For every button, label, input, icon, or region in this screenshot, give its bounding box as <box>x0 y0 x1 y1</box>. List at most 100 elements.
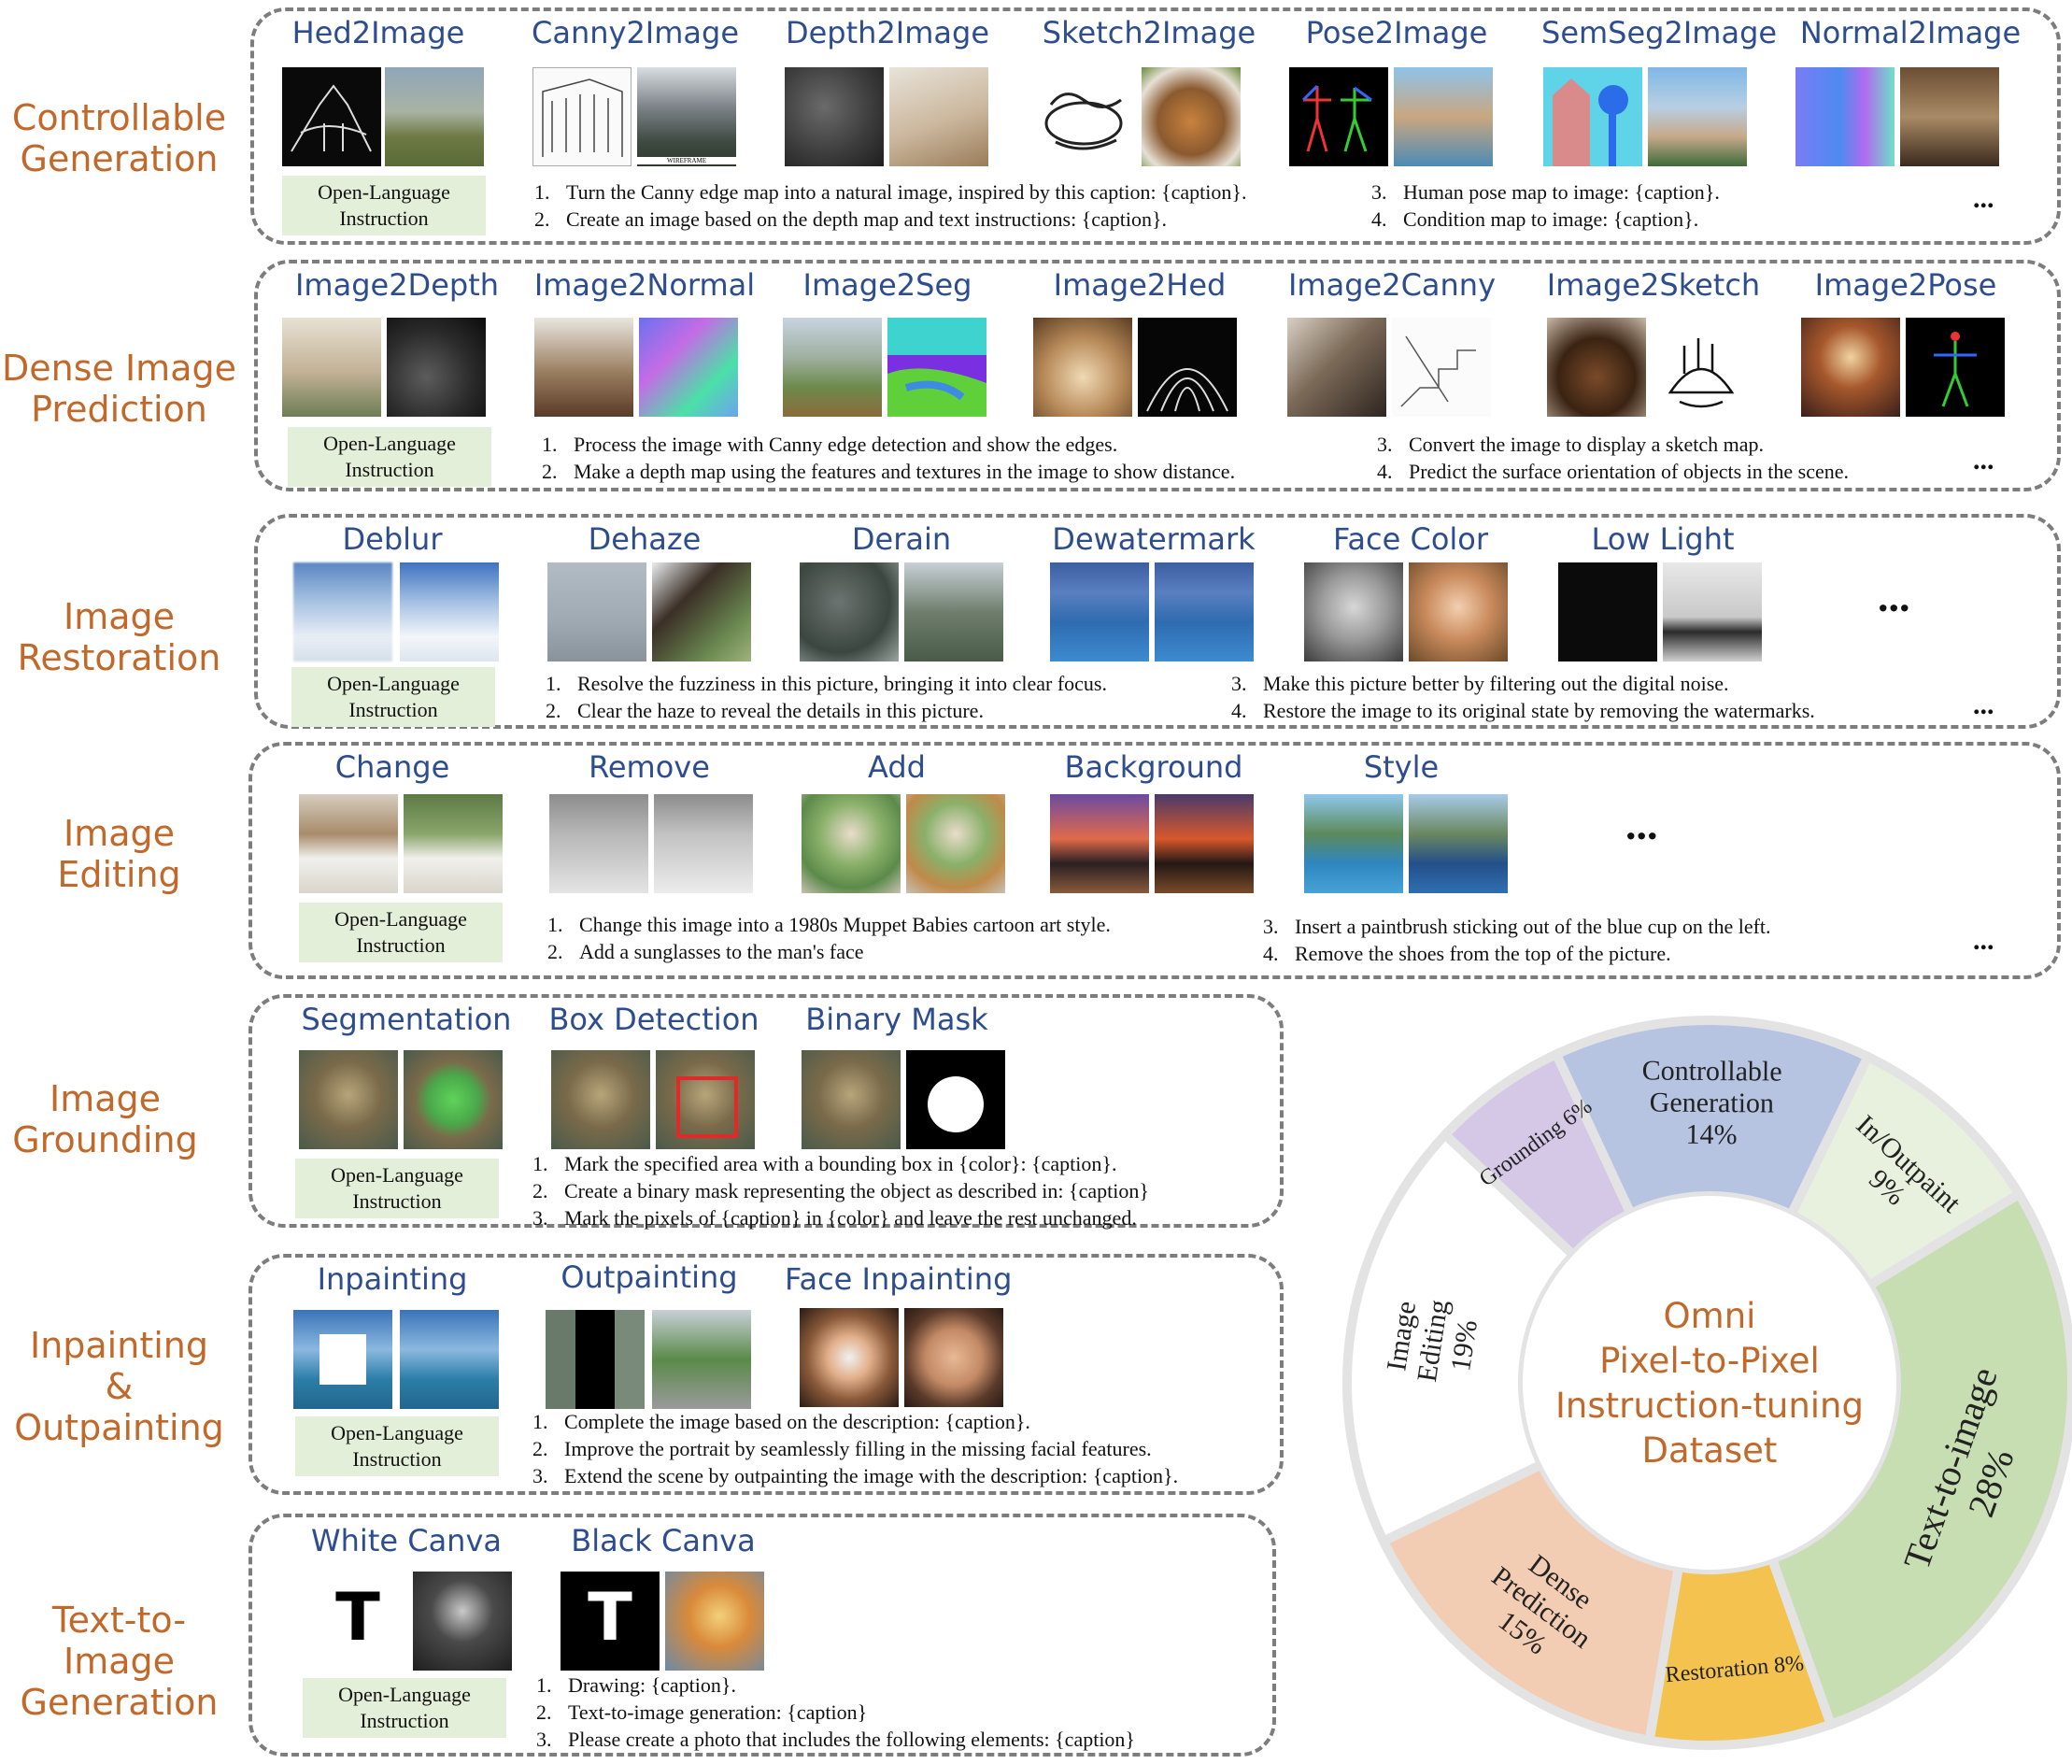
thumb-inpaint-result <box>400 1310 499 1409</box>
dataset-distribution-donut-chart: Controllable Generation 14% In/Outpaint9%Te… <box>1342 1016 2072 1750</box>
instruction-pill: Open-Language Instruction <box>299 903 503 962</box>
thumb-normal-map <box>1795 67 1895 166</box>
instruction-line: 2. Text-to-image generation: {caption} <box>536 1700 868 1724</box>
thumb-depth-map <box>785 67 884 166</box>
task-derain: Derain <box>851 521 952 557</box>
thumb-outpaint-result <box>652 1310 751 1409</box>
task-face-inpainting: Face Inpainting <box>785 1261 1013 1297</box>
thumb-face-restored <box>904 1308 1003 1407</box>
thumb-coast-original <box>1304 794 1403 893</box>
thumb-bright-kitchen <box>1663 562 1762 662</box>
thumb-living-room-photo <box>282 318 381 417</box>
thumb-church-photo <box>385 67 484 166</box>
panel-image-editing <box>248 742 2061 979</box>
category-label-image-editing: Image Editing <box>57 813 181 895</box>
thumb-inpaint-masked <box>293 1310 392 1409</box>
thumb-room-photo <box>1900 67 1999 166</box>
thumb-seg-output <box>887 318 986 417</box>
thumb-pose-map <box>1289 67 1388 166</box>
task-add: Add <box>868 749 926 785</box>
task-semseg2image: SemSeg2Image <box>1541 15 1778 50</box>
thumb-building-photo: WIREFRAME <box>637 67 736 166</box>
more-ellipsis: ... <box>1973 183 1994 214</box>
thumb-vase-added <box>906 794 1005 893</box>
instruction-line: 4. Restore the image to its original stat… <box>1231 699 1815 722</box>
inpaint-mask-square <box>319 1334 366 1385</box>
panel-controllable-generation <box>250 7 2061 245</box>
task-hed2image: Hed2Image <box>291 15 465 50</box>
thumb-hall-photo <box>1033 318 1132 417</box>
chart-title-line: Pixel-to-Pixel <box>1599 1341 1820 1381</box>
thumb-white-canvas: T <box>308 1572 407 1671</box>
thumb-stairs-photo <box>1287 318 1386 417</box>
more-ellipsis: ... <box>1973 445 1994 476</box>
task-remove: Remove <box>589 749 710 785</box>
more-ellipsis: ... <box>1973 925 1994 956</box>
task-depth2image: Depth2Image <box>785 15 990 50</box>
thumb-semseg-map <box>1543 67 1642 166</box>
category-label-inpainting-outpainting: Inpainting & Outpainting <box>14 1325 224 1448</box>
slice-label-line: 19% <box>1445 1317 1483 1373</box>
task-deblur: Deblur <box>342 521 443 557</box>
thumb-dining-room-photo <box>534 318 633 417</box>
thumb-outpaint-input <box>546 1310 645 1409</box>
thumb-derained-scene <box>904 562 1003 662</box>
panel-dense-image-prediction <box>254 260 2061 491</box>
bounding-box <box>676 1076 738 1138</box>
thumb-interior-photo <box>889 67 988 166</box>
panel-image-grounding <box>248 994 1284 1228</box>
thumb-generated-camera <box>413 1572 512 1671</box>
task-low-light: Low Light <box>1591 521 1735 557</box>
thumb-sharp-skier <box>400 562 499 662</box>
thumb-cup-sunset <box>1050 794 1149 893</box>
instruction-pill: Open-Language Instruction <box>291 667 495 727</box>
thumb-rainy-scene <box>800 562 899 662</box>
task-black-canva: Black Canva <box>571 1523 756 1558</box>
thumb-tower-photo <box>1648 67 1747 166</box>
thumb-people-photo <box>1394 67 1493 166</box>
thumb-grayscale-face <box>1304 562 1403 662</box>
thumb-landscape-photo <box>783 318 882 417</box>
task-image2sketch: Image2Sketch <box>1546 267 1761 303</box>
category-label-image-restoration: Image Restoration <box>17 596 221 678</box>
canvas-letter: T <box>588 1579 632 1656</box>
task-box-detection: Box Detection <box>548 1002 759 1037</box>
thumb-clock-original <box>802 1050 901 1149</box>
instruction-pill: Open-Language Instruction <box>295 1159 499 1218</box>
task-image2normal: Image2Normal <box>533 267 756 303</box>
instruction-line: 1. Resolve the fuzziness in this picture,… <box>546 672 1107 695</box>
instruction-line: 3. Convert the image to display a sketch … <box>1377 433 1765 456</box>
thumb-bedroom-original <box>299 794 398 893</box>
thumb-pose-output <box>1906 318 2005 417</box>
thumb-sketch-map <box>1037 67 1136 166</box>
task-pose2image: Pose2Image <box>1305 15 1488 50</box>
thumb-snow-people <box>549 794 648 893</box>
task-canny2image: Canny2Image <box>531 15 740 50</box>
more-ellipsis: ... <box>1973 690 1994 720</box>
chart-center-title: Omni Pixel-to-Pixel Instruction-tuning Data… <box>1555 1296 1864 1471</box>
instruction-line: 3. Extend the scene by outpainting the im… <box>532 1464 1179 1487</box>
category-label-image-grounding: Image Grounding <box>12 1078 198 1160</box>
task-face-color: Face Color <box>1332 521 1489 557</box>
panel-image-restoration <box>254 514 2061 729</box>
thumb-color-face <box>1409 562 1508 662</box>
task-background: Background <box>1064 749 1243 785</box>
thumb-sandwich-photo <box>1142 67 1241 166</box>
more-ellipsis: ... <box>1878 573 1910 620</box>
chart-title-line: Dataset <box>1642 1430 1778 1471</box>
chart-title-line: Omni <box>1664 1296 1756 1336</box>
thumb-cup-volcano <box>1155 794 1254 893</box>
slice-label-line: 14% <box>1685 1119 1737 1150</box>
thumb-hazy-scene <box>547 562 646 662</box>
instruction-pill: Open-Language Instruction <box>288 427 491 487</box>
thumb-sketch-output <box>1652 318 1751 417</box>
thumb-bedroom-edited <box>404 794 503 893</box>
thumb-depth-output <box>387 318 486 417</box>
instruction-line: 1. Turn the Canny edge map into a natural… <box>534 180 1247 204</box>
donut-center <box>1523 1196 1896 1570</box>
instruction-line: 2. Add a sunglasses to the man's face <box>547 940 864 963</box>
thumb-clock-segmented <box>404 1050 503 1149</box>
canvas-letter: T <box>335 1579 380 1656</box>
thumb-black-canvas: T <box>561 1572 660 1671</box>
instruction-line: 2. Improve the portrait by seamlessly fil… <box>532 1437 1152 1460</box>
